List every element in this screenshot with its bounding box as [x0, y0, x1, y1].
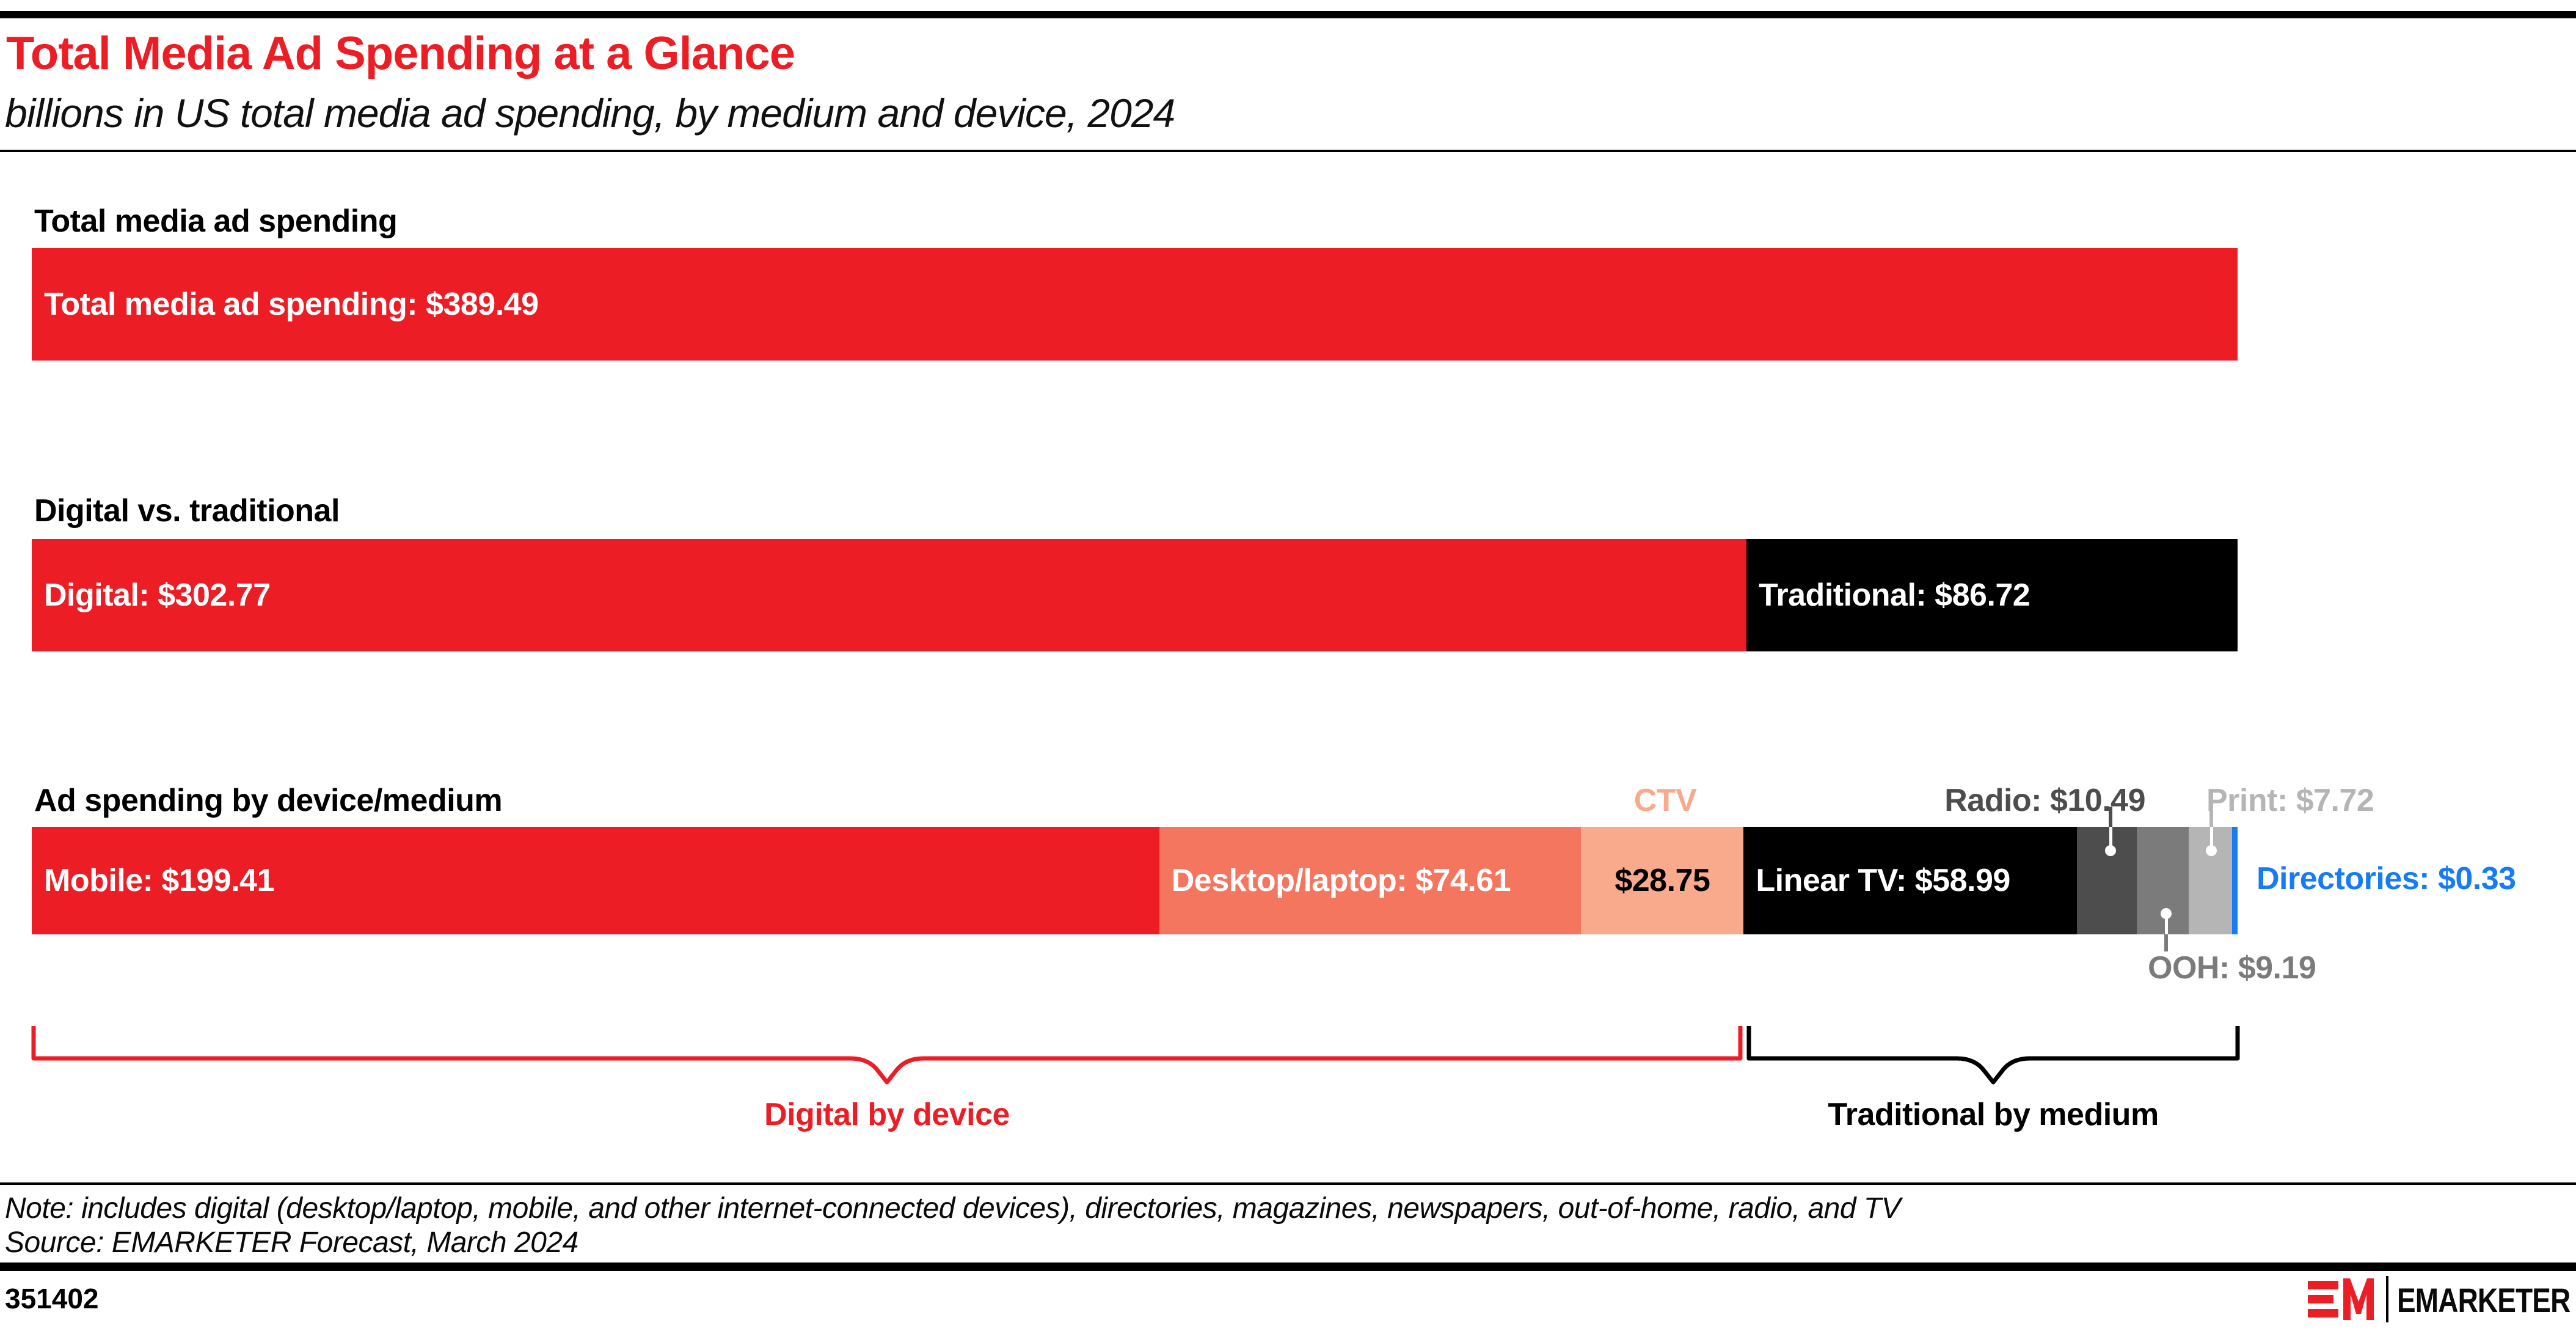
bar-segment-value-label: Mobile: $199.41: [44, 863, 274, 898]
emarketer-logo: EMARKETER: [2308, 1276, 2576, 1325]
ctv-callout-label: CTV: [1633, 783, 1697, 818]
radio-callout-label: Radio: $10.49: [1944, 783, 2145, 818]
section-label-digital-vs-traditional: Digital vs. traditional: [34, 493, 340, 529]
traditional-brace: [1746, 1026, 2240, 1085]
group-braces: [31, 1026, 2240, 1085]
header-divider: [0, 150, 2576, 152]
directories-callout-label: Directories: $0.33: [2257, 861, 2516, 896]
print-callout-dot: [2206, 845, 2217, 856]
ooh-callout-dot: [2161, 908, 2172, 919]
note-text: Note: includes digital (desktop/laptop, …: [5, 1192, 1901, 1225]
bar-segment-total-media-ad-spending: Total media ad spending: $389.49: [32, 248, 2238, 361]
chart-id: 351402: [5, 1283, 99, 1314]
bar-segment-value-label: Digital: $302.77: [44, 577, 271, 613]
ooh-callout-label: OOH: $9.19: [2148, 950, 2316, 986]
ooh-callout-stem-inner: [2165, 914, 2168, 934]
radio-callout-dot: [2105, 845, 2116, 856]
bar-digital-vs-traditional: Digital: $302.77 Traditional: $86.72: [32, 539, 2238, 651]
ooh-callout-stem: [2164, 934, 2168, 951]
top-rule: [0, 11, 2576, 18]
digital-brace: [31, 1026, 1743, 1085]
bar-segment-digital: Digital: $302.77: [32, 539, 1746, 651]
digital-group-label: Digital by device: [764, 1097, 1010, 1132]
bar-segment-value-label: Linear TV: $58.99: [1756, 863, 2010, 898]
emarketer-logo-text: EMARKETER: [2397, 1281, 2571, 1319]
bar-segment-desktop-laptop: Desktop/laptop: $74.61: [1159, 827, 1582, 934]
bar-segment-radio: [2077, 827, 2137, 934]
bar-segment-ooh: [2136, 827, 2189, 934]
section-label-total: Total media ad spending: [34, 203, 398, 239]
bar-segment-value-label: Desktop/laptop: $74.61: [1171, 863, 1511, 898]
logo-separator: [2386, 1276, 2388, 1322]
bar-segment-value-label: $28.75: [1615, 863, 1710, 898]
note-divider: [0, 1182, 2576, 1185]
bar-segment-value-label: Total media ad spending: $389.49: [44, 287, 539, 322]
print-callout-stem: [2209, 807, 2213, 829]
traditional-group-label: Traditional by medium: [1828, 1097, 2159, 1132]
footer-divider: [0, 1263, 2576, 1271]
bar-segment-directories: [2232, 827, 2238, 934]
section-label-by-device-medium: Ad spending by device/medium: [34, 783, 503, 818]
emarketer-logo-mark-icon: [2308, 1278, 2374, 1320]
page-title: Total Media Ad Spending at a Glance: [6, 27, 795, 79]
print-callout-stem-inner: [2210, 827, 2213, 852]
bar-by-device-medium: Mobile: $199.41 Desktop/laptop: $74.61 $28…: [32, 827, 2238, 934]
source-text: Source: EMARKETER Forecast, March 2024: [5, 1226, 578, 1259]
bar-segment-mobile: Mobile: $199.41: [32, 827, 1159, 934]
bar-segment-linear-tv: Linear TV: $58.99: [1743, 827, 2078, 934]
radio-callout-stem: [2109, 807, 2112, 829]
bar-segment-value-label: Traditional: $86.72: [1759, 577, 2031, 613]
print-callout-label: Print: $7.72: [2206, 783, 2374, 818]
bar-segment-traditional: Traditional: $86.72: [1746, 539, 2238, 651]
bar-total-media: Total media ad spending: $389.49: [32, 248, 2238, 361]
bar-segment-ctv: $28.75: [1581, 827, 1744, 934]
page-subtitle: billions in US total media ad spending, …: [5, 90, 1175, 136]
radio-callout-stem-inner: [2109, 827, 2112, 852]
